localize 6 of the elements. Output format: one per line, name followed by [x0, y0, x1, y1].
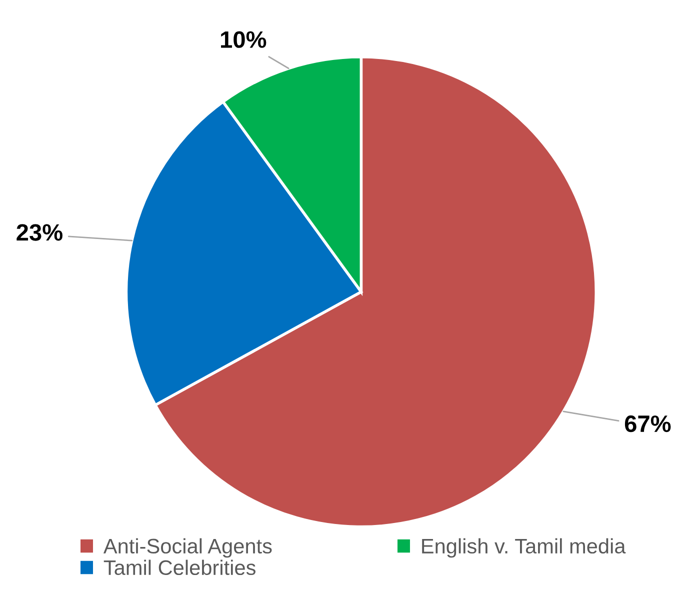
legend-label: Tamil Celebrities: [104, 560, 256, 576]
data-label: 23%: [16, 224, 62, 241]
data-label: 10%: [221, 31, 266, 48]
legend-label: English v. Tamil media: [422, 538, 626, 558]
legend-label: Anti-Social Agents: [103, 538, 272, 558]
data-label: 67%: [624, 415, 671, 432]
